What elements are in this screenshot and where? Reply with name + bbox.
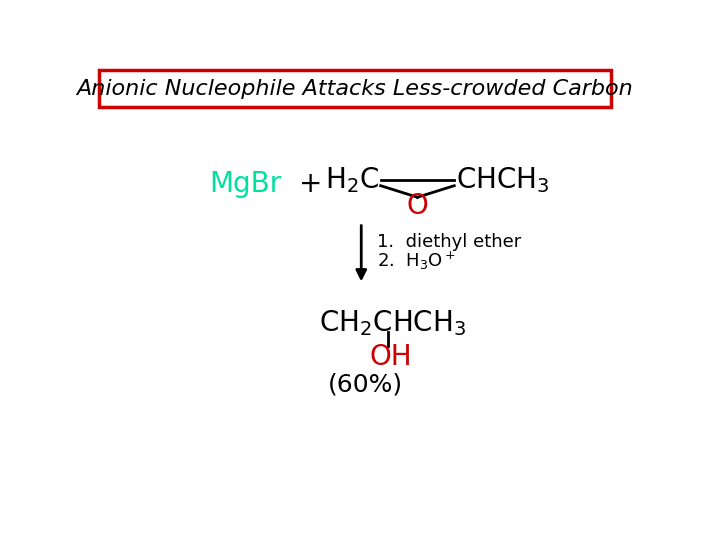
Text: 1.  diethyl ether: 1. diethyl ether <box>377 233 521 251</box>
Text: O: O <box>407 192 428 220</box>
Text: H$_2$C: H$_2$C <box>325 165 379 195</box>
Text: Anionic Nucleophile Attacks Less-crowded Carbon: Anionic Nucleophile Attacks Less-crowded… <box>76 79 634 99</box>
Text: (60%): (60%) <box>328 373 402 396</box>
FancyBboxPatch shape <box>99 70 611 107</box>
Text: OH: OH <box>369 343 412 372</box>
Text: +: + <box>300 170 323 198</box>
Text: MgBr: MgBr <box>209 170 281 198</box>
Text: 2.  H$_3$O$^+$: 2. H$_3$O$^+$ <box>377 250 456 272</box>
Text: CHCH$_3$: CHCH$_3$ <box>456 165 549 195</box>
Text: CH$_2$CHCH$_3$: CH$_2$CHCH$_3$ <box>319 308 466 338</box>
